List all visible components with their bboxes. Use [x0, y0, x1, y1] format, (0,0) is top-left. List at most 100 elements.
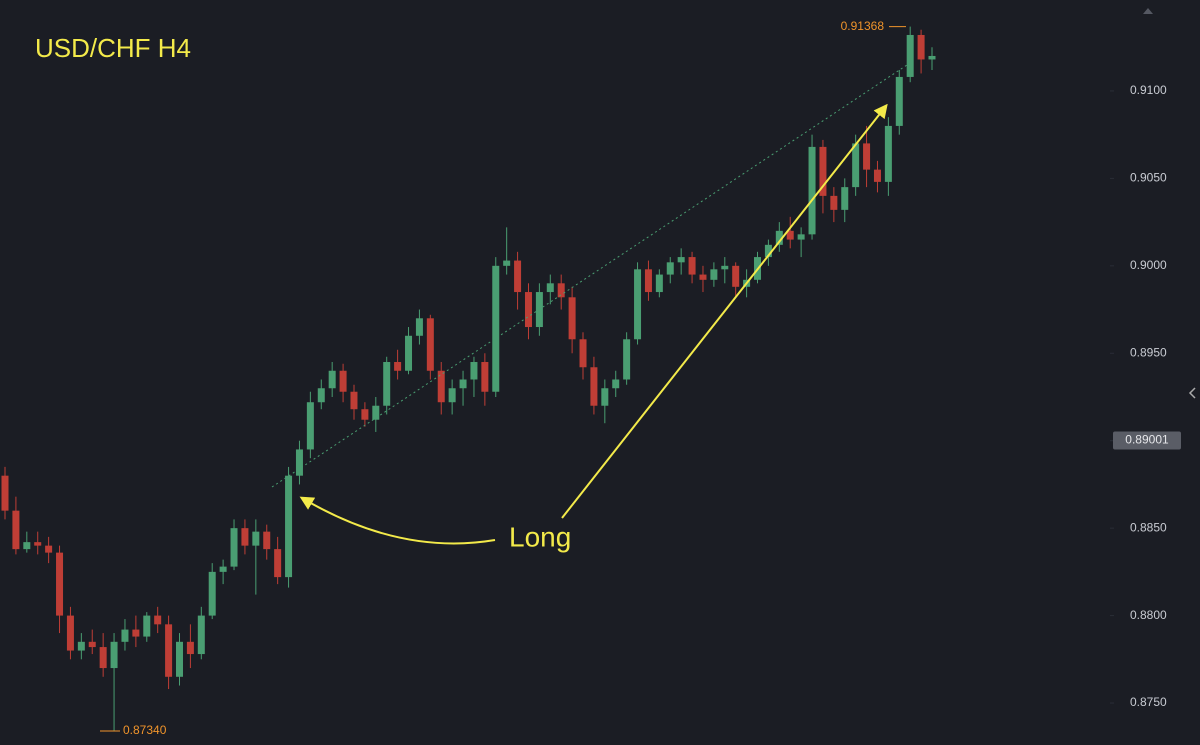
scroll-icon	[1143, 8, 1153, 14]
candle-body	[88, 641, 96, 648]
candle-body	[350, 391, 358, 410]
candle-body	[590, 367, 598, 406]
candle-body	[601, 388, 609, 406]
candle-body	[470, 362, 478, 380]
y-tick-label: 0.9100	[1130, 83, 1167, 97]
candle-body	[677, 257, 685, 263]
y-tick-label: 0.8850	[1130, 520, 1167, 534]
candle-body	[45, 545, 53, 553]
candle-body	[77, 641, 85, 651]
candle-body	[655, 274, 663, 293]
candle-body	[797, 234, 805, 240]
candle-body	[917, 34, 925, 60]
candle-body	[154, 615, 162, 625]
candle-body	[666, 262, 674, 275]
candle-body	[503, 260, 511, 266]
y-tick-label: 0.8750	[1130, 695, 1167, 709]
candle-body	[274, 549, 282, 578]
candle-body	[906, 34, 914, 77]
candle-body	[110, 641, 118, 669]
candle-body	[339, 370, 347, 392]
candle-body	[132, 629, 140, 637]
candle-body	[426, 318, 434, 371]
candle-body	[165, 624, 173, 677]
low-label: 0.87340	[123, 723, 167, 737]
candle-body	[186, 641, 194, 655]
candle-body	[121, 629, 129, 642]
candle-body	[295, 449, 303, 476]
candle-body	[317, 388, 325, 403]
candle-body	[23, 542, 31, 550]
high-label: 0.91368	[841, 19, 885, 33]
candle-body	[197, 615, 205, 655]
candle-body	[830, 195, 838, 210]
candle-body	[895, 76, 903, 126]
candle-body	[841, 187, 849, 210]
candle-body	[612, 379, 620, 389]
candle-body	[208, 571, 216, 616]
arrow	[561, 103, 888, 519]
candle-body	[819, 146, 827, 196]
candle-body	[928, 55, 936, 60]
candle-body	[492, 265, 500, 392]
candles	[1, 26, 936, 732]
candle-body	[688, 257, 696, 275]
candle-body	[568, 297, 576, 340]
candle-body	[884, 125, 892, 182]
candle-body	[372, 405, 380, 420]
candle-body	[775, 230, 783, 245]
candle-body	[721, 265, 729, 270]
candle-body	[786, 230, 794, 240]
candle-body	[219, 566, 227, 572]
candle-body	[448, 388, 456, 403]
collapse-icon	[1188, 387, 1196, 399]
candle-body	[514, 260, 522, 293]
chart-title: USD/CHF H4	[35, 33, 191, 63]
candle-body	[710, 269, 718, 280]
candle-body	[437, 370, 445, 403]
candle-body	[623, 339, 631, 380]
candle-body	[230, 528, 238, 567]
candle-body	[699, 274, 707, 280]
candle-body	[852, 143, 860, 188]
candle-body	[481, 362, 489, 392]
candle-body	[459, 379, 467, 389]
candle-body	[579, 339, 587, 368]
annotation: Long	[509, 521, 571, 552]
candle-body	[873, 169, 881, 182]
candle-body	[383, 362, 391, 406]
candle-body	[394, 362, 402, 371]
candle-body	[415, 318, 423, 336]
candle-body	[143, 615, 151, 637]
candle-body	[12, 510, 20, 550]
candle-body	[808, 146, 816, 235]
candle-body	[328, 370, 336, 389]
candle-body	[644, 269, 652, 293]
candle-body	[285, 475, 293, 578]
candle-body	[34, 542, 42, 546]
candle-body	[524, 292, 532, 328]
candle-body	[1, 475, 9, 511]
y-tick-label: 0.9050	[1130, 171, 1167, 185]
candle-body	[241, 528, 249, 546]
candle-body	[175, 641, 183, 677]
candle-body	[252, 531, 260, 546]
candle-body	[557, 283, 565, 298]
candle-body	[306, 402, 314, 450]
y-tick-label: 0.9000	[1130, 258, 1167, 272]
candle-body	[546, 283, 554, 293]
y-tick-label: 0.8800	[1130, 608, 1167, 622]
arrow	[299, 496, 496, 545]
candle-body	[56, 552, 64, 616]
candle-body	[263, 531, 271, 550]
candle-body	[764, 244, 772, 258]
candle-body	[361, 409, 369, 420]
candle-body	[99, 647, 107, 669]
y-tick-label: 0.8950	[1130, 345, 1167, 359]
candle-body	[66, 615, 74, 651]
candle-body	[634, 269, 642, 340]
price-box	[1113, 431, 1181, 450]
